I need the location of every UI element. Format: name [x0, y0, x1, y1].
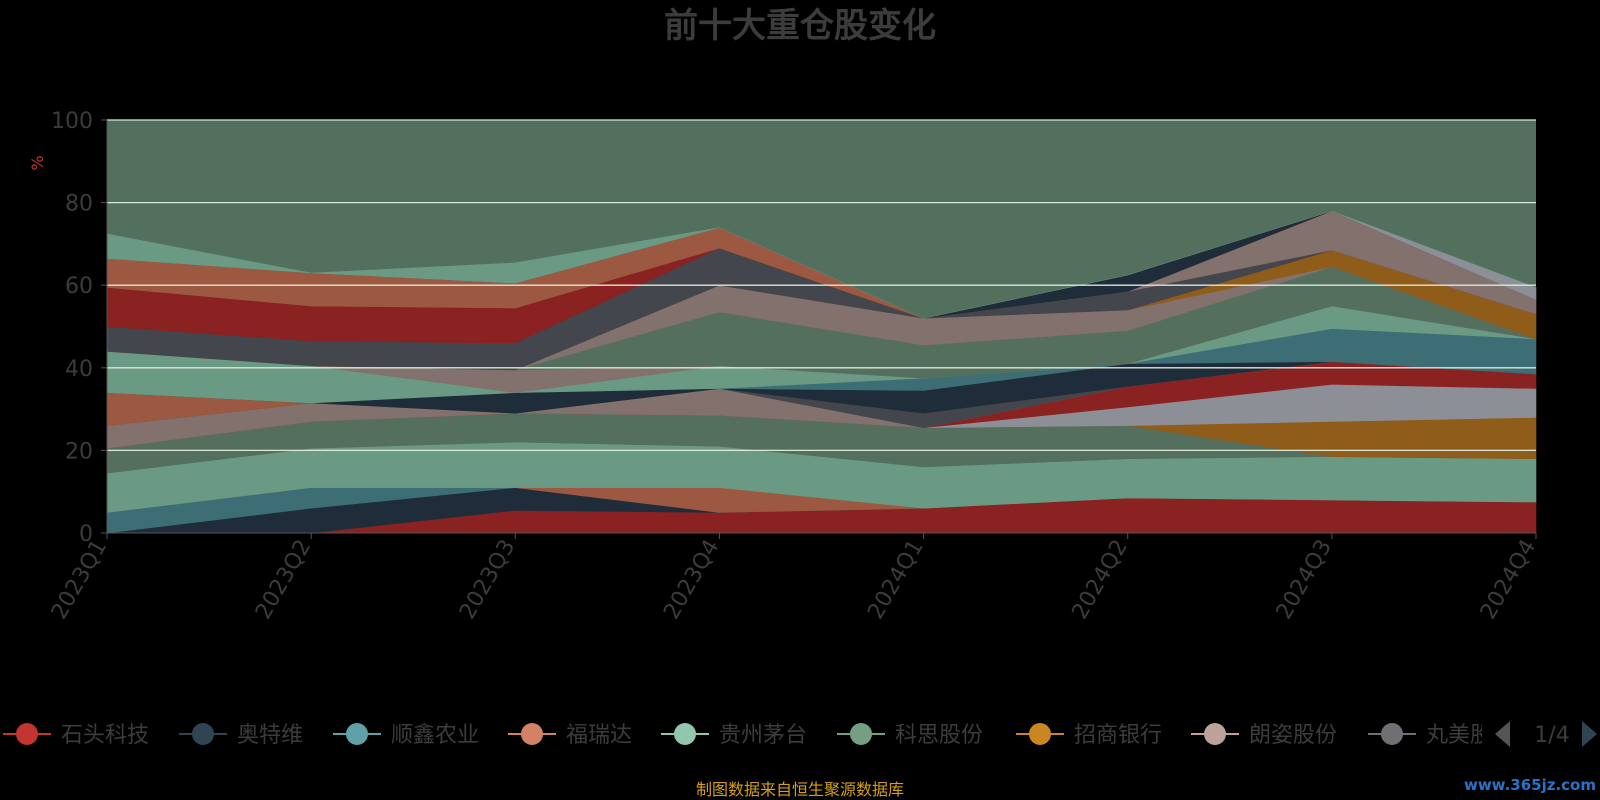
x-tick-label: 2023Q4	[659, 536, 724, 624]
legend-marker	[1204, 723, 1226, 745]
watermark: www.365jz.com	[1464, 776, 1596, 794]
legend-marker	[850, 723, 872, 745]
legend-label: 科思股份	[895, 723, 983, 748]
legend-marker	[16, 723, 38, 745]
legend-item[interactable]: 招商银行	[1016, 723, 1162, 748]
x-tick-label: 2024Q4	[1476, 536, 1541, 624]
legend-item[interactable]: 奥特维	[179, 723, 303, 748]
legend-item[interactable]: 贵州茅台	[661, 723, 807, 748]
y-tick-label: 0	[79, 522, 93, 547]
legend-label: 招商银行	[1074, 723, 1162, 748]
chart-title: 前十大重仓股变化	[664, 6, 936, 46]
area-band-remainder	[107, 120, 1536, 319]
x-tick-label: 2024Q3	[1272, 536, 1337, 624]
legend-label: 奥特维	[237, 723, 303, 748]
y-tick-label: 40	[65, 357, 93, 382]
x-tick-label: 2024Q1	[863, 536, 928, 624]
y-tick-label: 80	[65, 192, 93, 217]
grid-lines	[107, 119, 1536, 452]
y-tick-label: 20	[65, 439, 93, 464]
legend-item[interactable]: 石头科技	[3, 723, 149, 748]
source-note: 制图数据来自恒生聚源数据库	[696, 780, 904, 799]
x-tick-label: 2024Q2	[1068, 536, 1133, 624]
legend-page-indicator: 1/4	[1534, 723, 1569, 748]
legend-marker	[192, 723, 214, 745]
legend-label: 福瑞达	[566, 723, 632, 748]
legend: 石头科技 奥特维 顺鑫农业 福瑞达 贵州茅台 科思股份 招商银行 朗姿股份 丸美股份 1/4	[3, 712, 1600, 758]
legend-item[interactable]: 顺鑫农业	[333, 723, 479, 748]
x-tick-label: 2023Q1	[47, 536, 112, 624]
y-axis-unit: %	[28, 155, 47, 170]
legend-prev-icon[interactable]	[1495, 721, 1510, 747]
legend-label: 石头科技	[61, 723, 149, 748]
y-tick-label: 60	[65, 274, 93, 299]
legend-item[interactable]: 朗姿股份	[1191, 723, 1337, 748]
legend-item[interactable]: 科思股份	[837, 723, 983, 748]
legend-item[interactable]: 福瑞达	[508, 723, 632, 748]
x-tick-label: 2023Q3	[455, 536, 520, 624]
legend-marker	[1381, 723, 1403, 745]
legend-marker	[674, 723, 696, 745]
plot-area	[106, 120, 1537, 534]
legend-marker	[346, 723, 368, 745]
legend-label: 顺鑫农业	[391, 723, 479, 748]
legend-label: 朗姿股份	[1249, 723, 1337, 748]
legend-next-icon[interactable]	[1582, 721, 1597, 747]
legend-label: 贵州茅台	[719, 723, 807, 748]
legend-marker	[1029, 723, 1051, 745]
x-tick-label: 2023Q2	[251, 536, 316, 624]
legend-marker	[521, 723, 543, 745]
y-tick-label: 100	[51, 109, 93, 134]
